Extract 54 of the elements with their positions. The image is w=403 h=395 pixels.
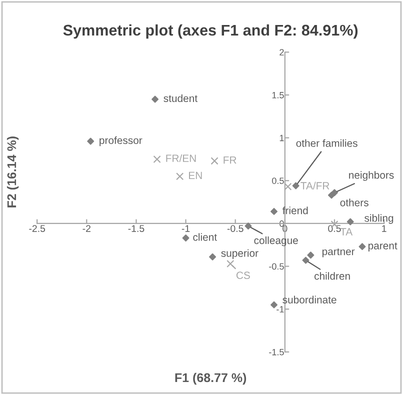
annotation: subordinate (282, 296, 336, 304)
y-tick-label: -1 (276, 306, 284, 312)
annotation: parent (368, 242, 398, 252)
y-tick-label: 0.5 (272, 178, 284, 184)
annotation: student (164, 94, 198, 102)
annotation: client (193, 233, 217, 241)
y-axis-title: F2 (16.14 %) (6, 136, 19, 208)
annotation: other families (296, 139, 358, 147)
point (226, 260, 234, 268)
point (292, 182, 300, 190)
annotation: CS (236, 272, 250, 280)
y-tick-label: 1 (280, 134, 284, 142)
y-tick-label: -1.5 (269, 349, 284, 356)
annotation: friend (282, 206, 308, 214)
annotation: superior (221, 249, 258, 259)
annotation: neighbors (349, 171, 394, 181)
annotation: professor (100, 136, 142, 146)
annotation: partner (322, 248, 355, 258)
point (358, 243, 366, 250)
annotation: others (340, 198, 368, 206)
annotation: FR/EN (166, 154, 196, 162)
annotation: sibling (364, 214, 394, 224)
x-axis-title: F1 (68.77 %) (175, 372, 246, 385)
annotation: children (314, 272, 350, 280)
point (302, 256, 310, 264)
x-tick-label: -1.5 (128, 225, 144, 232)
point (270, 208, 278, 215)
annotation: colleague (254, 236, 298, 246)
annotation: TA (340, 228, 353, 236)
point (152, 96, 159, 103)
annotation: FR (224, 156, 236, 164)
point (244, 222, 252, 230)
x-tick-label: -1 (182, 225, 190, 232)
point (176, 172, 184, 180)
chart-title: Symmetric plot (axes F1 and F2: 84.91%) (63, 24, 358, 39)
x-tick-label: -2.5 (29, 225, 46, 232)
point (346, 218, 354, 226)
point (87, 138, 94, 145)
point (284, 182, 292, 190)
point (182, 234, 190, 242)
point (153, 155, 161, 164)
point (210, 157, 218, 165)
point (209, 253, 216, 260)
annotation: EN (189, 172, 202, 180)
x-tick-label: -0.5 (227, 225, 244, 232)
annotation: TA/FR (300, 182, 330, 190)
x-tick-label: 1 (382, 225, 386, 232)
point (328, 192, 336, 199)
y-tick-label: 2 (280, 49, 284, 56)
y-tick-label: 1.5 (272, 92, 284, 98)
x-tick-label: -2 (82, 225, 90, 232)
point (307, 252, 314, 259)
y-tick-label: -0.5 (269, 263, 284, 270)
point (270, 301, 278, 308)
